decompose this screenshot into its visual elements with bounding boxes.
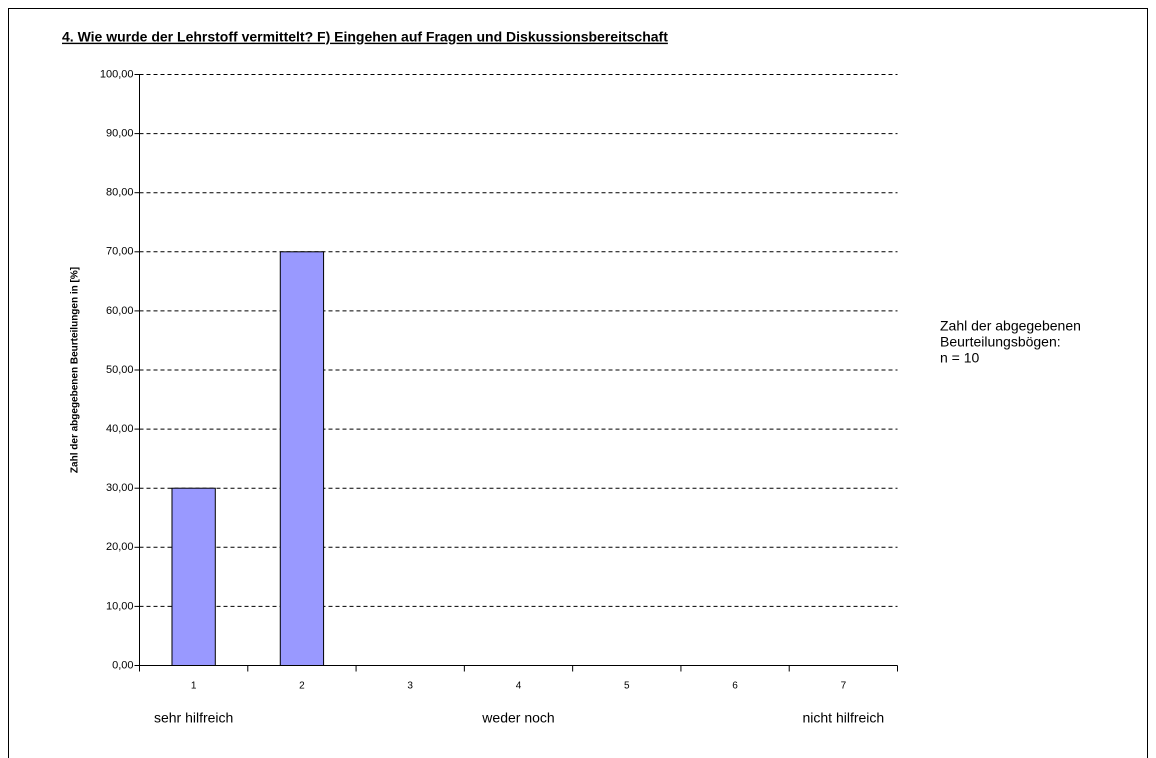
bar (279, 251, 325, 667)
x-tick-label: 7 (841, 681, 847, 692)
scale-label: sehr hilfreich (154, 710, 233, 726)
y-tick-label: 0,00 (112, 659, 133, 671)
y-tick-label: 70,00 (106, 246, 134, 258)
x-tick-label: 1 (191, 681, 197, 692)
y-axis-label: Zahl der abgegebenen Beurteilungen in [%… (70, 267, 81, 473)
scale-label: nicht hilfreich (803, 710, 885, 726)
y-tick-label: 90,00 (106, 128, 134, 140)
scale-label: weder noch (481, 710, 554, 726)
chart-title: 4. Wie wurde der Lehrstoff vermittelt? F… (62, 29, 668, 45)
annotation: Beurteilungsbögen: (940, 334, 1061, 350)
x-tick-label: 2 (299, 681, 305, 692)
annotation: n = 10 (940, 350, 980, 366)
x-tick-label: 6 (732, 681, 738, 692)
y-tick-label: 20,00 (106, 541, 134, 553)
y-tick-label: 40,00 (106, 423, 134, 435)
x-tick-label: 4 (516, 681, 522, 692)
y-tick-label: 100,00 (100, 68, 134, 80)
bar (171, 487, 216, 667)
x-tick-label: 3 (407, 681, 413, 692)
y-tick-label: 50,00 (106, 364, 134, 376)
y-tick-label: 30,00 (106, 482, 134, 494)
y-tick-label: 60,00 (106, 305, 134, 317)
annotation: Zahl der abgegebenen (940, 318, 1081, 334)
x-tick-label: 5 (624, 681, 630, 692)
y-tick-label: 80,00 (106, 187, 134, 199)
y-tick-label: 10,00 (106, 600, 134, 612)
